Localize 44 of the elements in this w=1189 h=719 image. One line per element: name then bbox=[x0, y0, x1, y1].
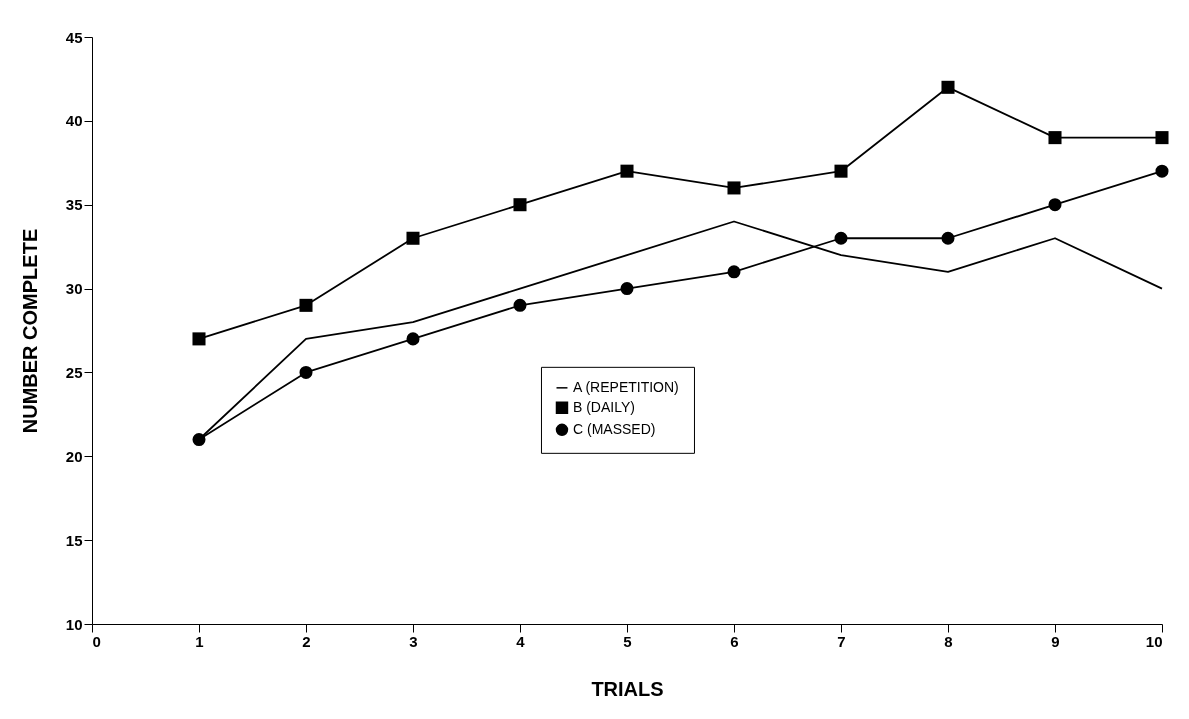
point bbox=[834, 164, 848, 178]
point bbox=[406, 231, 420, 245]
y-tick-label: 20 bbox=[65, 447, 83, 465]
x-tick-label: 7 bbox=[837, 632, 846, 650]
point bbox=[941, 231, 955, 245]
point bbox=[941, 80, 955, 94]
legend-label: C (MASSED) bbox=[572, 420, 656, 437]
point bbox=[513, 198, 527, 212]
y-axis-title: NUMBER COMPLETE bbox=[18, 228, 41, 434]
x-tick-label: 4 bbox=[516, 632, 526, 650]
point bbox=[727, 181, 741, 195]
y-tick-label: 40 bbox=[65, 112, 83, 130]
legend-label: B (DAILY) bbox=[572, 398, 635, 415]
point bbox=[727, 265, 741, 279]
x-tick-label: 5 bbox=[623, 632, 632, 650]
point bbox=[834, 231, 848, 245]
point bbox=[1048, 131, 1062, 145]
x-tick-label: 0 bbox=[92, 632, 101, 650]
point bbox=[1155, 131, 1169, 145]
y-tick-label: 35 bbox=[65, 196, 83, 214]
x-tick-label: 1 bbox=[195, 632, 204, 650]
point bbox=[192, 332, 206, 346]
y-tick-label: 45 bbox=[65, 28, 83, 46]
x-tick-label: 10 bbox=[1145, 632, 1163, 650]
x-tick-label: 3 bbox=[409, 632, 418, 650]
point bbox=[406, 332, 420, 346]
x-tick-label: 8 bbox=[944, 632, 953, 650]
x-tick-label: 2 bbox=[302, 632, 311, 650]
x-tick-label: 9 bbox=[1051, 632, 1060, 650]
y-tick-label: 15 bbox=[65, 531, 83, 549]
point bbox=[513, 298, 527, 312]
y-tick-label: 25 bbox=[65, 363, 83, 381]
point bbox=[299, 298, 313, 312]
point bbox=[299, 365, 313, 379]
point bbox=[620, 282, 634, 296]
x-axis-title: TRIALS bbox=[591, 677, 664, 700]
point bbox=[192, 433, 206, 447]
x-tick-label: 6 bbox=[730, 632, 739, 650]
y-tick-label: 30 bbox=[65, 280, 83, 298]
point bbox=[1048, 198, 1062, 212]
point bbox=[620, 164, 634, 178]
point bbox=[1155, 164, 1169, 178]
y-tick-label: 10 bbox=[65, 615, 83, 633]
legend-label: A (REPETITION) bbox=[572, 378, 679, 395]
